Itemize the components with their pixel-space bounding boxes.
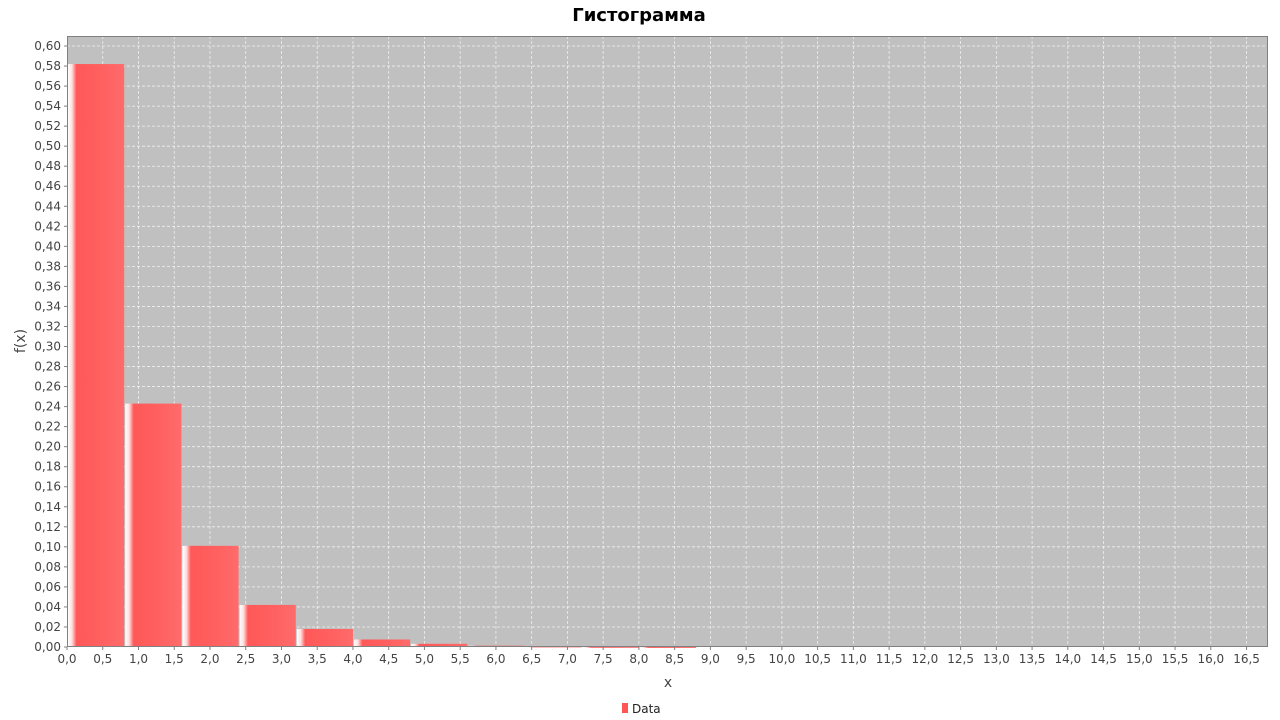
- histogram-bar: [296, 628, 353, 647]
- y-tick-label: 0,38: [34, 259, 61, 273]
- x-tick-label: 9,5: [737, 652, 756, 666]
- y-tick-label: 0,54: [34, 99, 61, 113]
- histogram-bar: [182, 545, 239, 647]
- x-tick-label: 12,0: [911, 652, 938, 666]
- y-tick-label: 0,02: [34, 620, 61, 634]
- x-tick-label: 6,0: [486, 652, 505, 666]
- y-tick-label: 0,10: [34, 540, 61, 554]
- y-tick-label: 0,06: [34, 580, 61, 594]
- x-axis-label: x: [664, 675, 672, 691]
- x-tick-label: 3,0: [272, 652, 291, 666]
- y-tick-label: 0,14: [34, 500, 61, 514]
- x-tick-label: 10,5: [804, 652, 831, 666]
- x-tick-label: 7,0: [558, 652, 577, 666]
- x-tick-label: 3,5: [308, 652, 327, 666]
- histogram-bar: [125, 403, 182, 647]
- x-tick-label: 1,5: [165, 652, 184, 666]
- y-tick-label: 0,16: [34, 480, 61, 494]
- y-tick-label: 0,46: [34, 179, 61, 193]
- chart-title: Гистограмма: [572, 5, 706, 26]
- x-tick-label: 15,0: [1126, 652, 1153, 666]
- x-tick-label: 11,0: [840, 652, 867, 666]
- y-tick-label: 0,58: [34, 59, 61, 73]
- histogram-bar: [411, 643, 468, 647]
- x-tick-label: 14,0: [1054, 652, 1081, 666]
- x-tick-label: 12,5: [947, 652, 974, 666]
- legend-label-data: Data: [632, 702, 661, 716]
- y-tick-label: 0,22: [34, 420, 61, 434]
- plot-area: [67, 36, 1268, 647]
- plot-border: [67, 36, 1268, 647]
- gridlines: [66, 36, 1268, 648]
- x-tick-label: 16,5: [1233, 652, 1260, 666]
- y-tick-label: 0,42: [34, 219, 61, 233]
- x-tick-label: 4,5: [379, 652, 398, 666]
- y-tick-label: 0,24: [34, 400, 61, 414]
- x-tick-label: 4,0: [343, 652, 362, 666]
- x-tick-label: 16,0: [1197, 652, 1224, 666]
- y-tick-label: 0,60: [34, 39, 61, 53]
- bars: [68, 64, 697, 648]
- y-axis-label: f(x): [13, 329, 29, 353]
- histogram-bar: [639, 646, 697, 648]
- y-tick-label: 0,48: [34, 159, 61, 173]
- y-tick-label: 0,30: [34, 340, 61, 354]
- y-tick-label: 0,32: [34, 319, 61, 333]
- y-tick-label: 0,08: [34, 560, 61, 574]
- y-tick-label: 0,12: [34, 520, 61, 534]
- histogram-bar: [239, 604, 296, 647]
- y-tick-label: 0,26: [34, 380, 61, 394]
- x-tick-label: 13,0: [983, 652, 1010, 666]
- y-tick-label: 0,18: [34, 460, 61, 474]
- y-tick-label: 0,20: [34, 440, 61, 454]
- x-tick-label: 8,5: [665, 652, 684, 666]
- x-tick-label: 11,5: [876, 652, 903, 666]
- x-tick-label: 13,5: [1019, 652, 1046, 666]
- y-tick-label: 0,34: [34, 299, 61, 313]
- y-tick-label: 0,28: [34, 360, 61, 374]
- x-tick-label: 15,5: [1162, 652, 1189, 666]
- y-tick-label: 0,50: [34, 139, 61, 153]
- legend-swatch: [622, 703, 628, 713]
- x-tick-label: 7,5: [594, 652, 613, 666]
- y-tick-label: 0,56: [34, 79, 61, 93]
- y-tick-label: 0,44: [34, 199, 61, 213]
- y-tick-label: 0,40: [34, 239, 61, 253]
- x-tick-label: 14,5: [1090, 652, 1117, 666]
- y-tick-label: 0,04: [34, 600, 61, 614]
- x-tick-label: 2,0: [200, 652, 219, 666]
- histogram-bar: [582, 646, 639, 648]
- x-tick-label: 2,5: [236, 652, 255, 666]
- x-tick-label: 9,0: [701, 652, 720, 666]
- x-axis-ticks: 0,0 0,5 1,0 1,5 2,0 2,5 3,0 3,5 4,0 4,5 5,0 5,5 6,0 6…: [57, 647, 1260, 666]
- x-tick-label: 5,5: [451, 652, 470, 666]
- y-tick-label: 0,00: [34, 640, 61, 654]
- histogram-bar: [68, 64, 125, 647]
- x-tick-label: 0,0: [57, 652, 76, 666]
- x-tick-label: 5,0: [415, 652, 434, 666]
- y-tick-label: 0,52: [34, 119, 61, 133]
- x-tick-label: 6,5: [522, 652, 541, 666]
- histogram-bar: [353, 639, 411, 647]
- y-tick-label: 0,36: [34, 279, 61, 293]
- x-tick-label: 8,0: [629, 652, 648, 666]
- x-tick-label: 0,5: [93, 652, 112, 666]
- x-tick-label: 10,0: [769, 652, 796, 666]
- y-axis-ticks: 0,00 0,02 0,04 0,06 0,08 0,10 0,12 0,14 0,16 0,18…: [34, 39, 67, 654]
- x-tick-label: 1,0: [129, 652, 148, 666]
- legend: Data: [622, 702, 661, 716]
